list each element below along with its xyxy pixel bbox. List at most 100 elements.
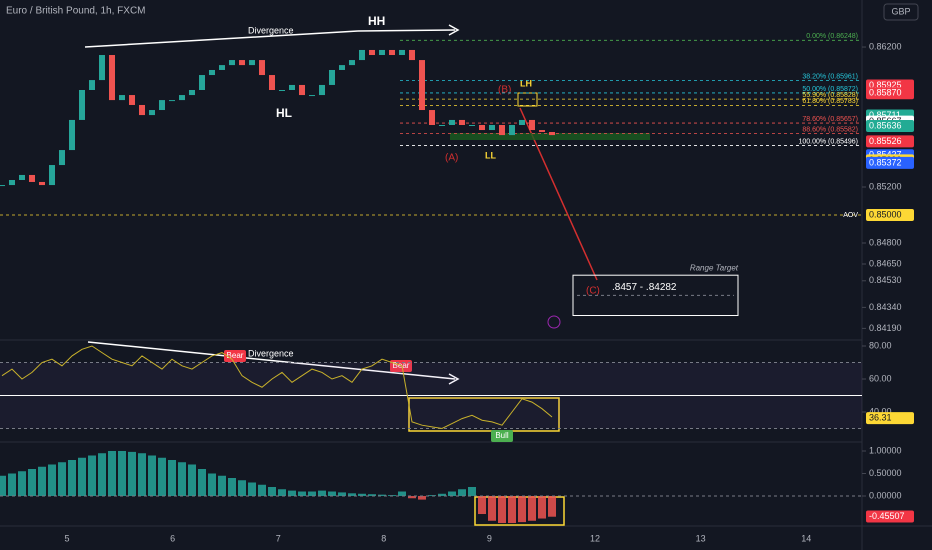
candle	[549, 131, 555, 136]
candle	[69, 119, 75, 151]
candle	[99, 55, 105, 81]
macd-bar	[208, 473, 216, 497]
x-tick-label: 14	[801, 533, 811, 543]
candle	[189, 90, 195, 96]
candle	[389, 49, 395, 56]
macd-bar	[178, 462, 186, 497]
candle	[499, 124, 505, 136]
price-tag-label: 0.85000	[869, 209, 902, 219]
price-tag	[866, 412, 914, 425]
y-tick-label: 1.00000	[869, 445, 902, 455]
annotation: Divergence	[248, 25, 294, 35]
candle	[79, 90, 85, 120]
macd-bar	[28, 468, 36, 497]
price-tag-label: 0.85372	[869, 157, 902, 167]
currency-button[interactable]	[883, 3, 919, 21]
arrow-head	[448, 373, 460, 385]
macd-bar	[18, 471, 26, 497]
macd-bar	[158, 457, 166, 497]
candle	[149, 110, 155, 116]
candle	[119, 95, 125, 101]
x-tick-label: 5	[64, 533, 69, 543]
candle	[209, 69, 215, 76]
candle	[0, 185, 5, 187]
macd-bar	[0, 475, 6, 497]
macd-bar	[468, 487, 476, 497]
price-tag	[866, 119, 914, 132]
price-tag	[866, 156, 914, 169]
macd-bar	[478, 496, 486, 515]
annotation: HL	[276, 106, 292, 120]
candle	[329, 69, 335, 85]
candle	[539, 130, 545, 132]
candle	[139, 104, 145, 116]
annotation: (C)	[586, 286, 600, 297]
macd-bar	[338, 492, 346, 497]
candle	[469, 124, 475, 126]
annotation: (A)	[445, 153, 458, 164]
y-tick-label: 40.00	[869, 406, 892, 416]
macd-bar	[238, 480, 246, 497]
event-icon[interactable]	[547, 315, 561, 329]
price-tag-label: 0.85636	[869, 120, 902, 130]
macd-bar	[368, 494, 376, 497]
macd-bar	[108, 450, 116, 497]
fib-label: 100.00% (0.85496)	[798, 138, 858, 145]
macd-bar	[88, 455, 96, 497]
y-tick-label: 0.84530	[869, 275, 902, 285]
candle	[439, 124, 445, 126]
aov-label: AOV	[843, 212, 858, 219]
candle	[49, 165, 55, 186]
candle	[9, 180, 15, 186]
macd-bar	[378, 494, 386, 497]
macd-bar	[498, 496, 506, 524]
candle	[319, 84, 325, 96]
macd-bar	[258, 484, 266, 497]
candle	[19, 174, 25, 181]
candle	[399, 49, 405, 56]
candle	[179, 95, 185, 101]
candle	[29, 174, 35, 182]
y-tick-label: 0.50000	[869, 468, 902, 478]
candle	[39, 181, 45, 186]
macd-bar	[448, 491, 456, 497]
x-tick-label: 8	[381, 533, 386, 543]
macd-bar	[218, 475, 226, 497]
range-text: .8457 - .84282	[612, 282, 677, 293]
bear-badge	[224, 350, 246, 362]
fib-label: 0.00% (0.86248)	[806, 33, 858, 40]
candle	[249, 60, 255, 66]
zone	[450, 133, 650, 140]
y-tick-label: 0.84800	[869, 237, 902, 247]
fib-label: 38.20% (0.85961)	[802, 73, 858, 80]
trend-line	[357, 29, 456, 32]
annotation: Bear	[227, 351, 244, 360]
candle	[109, 55, 115, 101]
currency[interactable]: GBP	[891, 6, 910, 16]
annotation: LL	[485, 150, 496, 160]
candle	[169, 100, 175, 102]
annotation: HH	[368, 14, 385, 28]
macd-bar	[48, 464, 56, 497]
y-tick-label: 0.00000	[869, 490, 902, 500]
macd-bar	[248, 482, 256, 497]
y-tick-label: 80.00	[869, 340, 892, 350]
macd-bar	[408, 496, 416, 499]
candle	[339, 65, 345, 70]
macd-bar	[438, 493, 446, 497]
macd-bar	[228, 477, 236, 497]
candle	[349, 60, 355, 66]
candle	[219, 65, 225, 70]
macd-bar	[98, 453, 106, 497]
annotation: LH	[520, 78, 532, 88]
candle	[409, 49, 415, 61]
macd-bar	[128, 451, 136, 497]
fib-label: 78.60% (0.85657)	[802, 116, 858, 123]
price-tag-label: 36.31	[869, 412, 892, 422]
candle	[309, 95, 315, 97]
price-tag	[866, 510, 914, 523]
price-tag-label: 0.85870	[869, 88, 902, 98]
price-tag	[866, 209, 914, 222]
macd-bar	[118, 450, 126, 497]
